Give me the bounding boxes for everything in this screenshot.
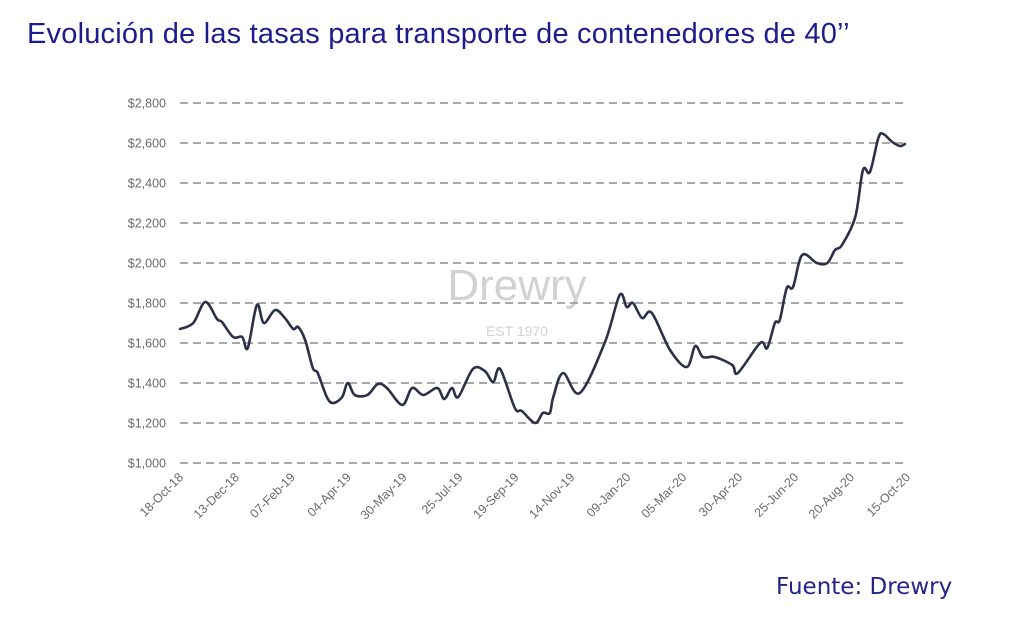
x-tick-label: 30-Apr-20 (696, 470, 745, 519)
x-tick-label: 19-Sep-19 (470, 470, 521, 521)
x-tick-label: 09-Jan-20 (584, 470, 634, 520)
y-tick-label: $2,200 (128, 217, 166, 231)
y-tick-label: $1,200 (128, 417, 166, 431)
y-tick-label: $2,600 (128, 137, 166, 151)
y-tick-label: $2,400 (128, 177, 166, 191)
series-line (178, 132, 907, 425)
x-tick-label: 25-Jul-19 (419, 470, 466, 517)
x-tick-label: 04-Apr-19 (305, 470, 354, 519)
x-tick-label: 13-Dec-18 (191, 470, 242, 521)
source-note: Fuente: Drewry (776, 574, 953, 600)
x-tick-label: 20-Aug-20 (806, 470, 857, 521)
y-tick-label: $1,800 (128, 297, 166, 311)
y-tick-label: $1,600 (128, 337, 166, 351)
y-tick-label: $1,400 (128, 377, 166, 391)
x-tick-label: 05-Mar-20 (639, 470, 690, 521)
x-tick-label: 14-Nov-19 (526, 470, 577, 521)
y-tick-label: $2,000 (128, 257, 166, 271)
x-tick-label: 30-May-19 (358, 470, 410, 522)
drewry-watermark: Drewry EST 1970 (447, 261, 586, 339)
x-tick-label: 15-Oct-20 (864, 470, 913, 519)
x-tick-label: 25-Jun-20 (752, 470, 802, 520)
watermark-text: Drewry (447, 261, 586, 310)
y-tick-label: $1,000 (128, 457, 166, 471)
watermark-subtext: EST 1970 (486, 323, 548, 339)
x-tick-label: 18-Oct-18 (137, 470, 186, 519)
y-tick-label: $2,800 (128, 97, 166, 111)
x-tick-label: 07-Feb-19 (247, 470, 298, 521)
chart-title: Evolución de las tasas para transporte d… (27, 18, 850, 50)
